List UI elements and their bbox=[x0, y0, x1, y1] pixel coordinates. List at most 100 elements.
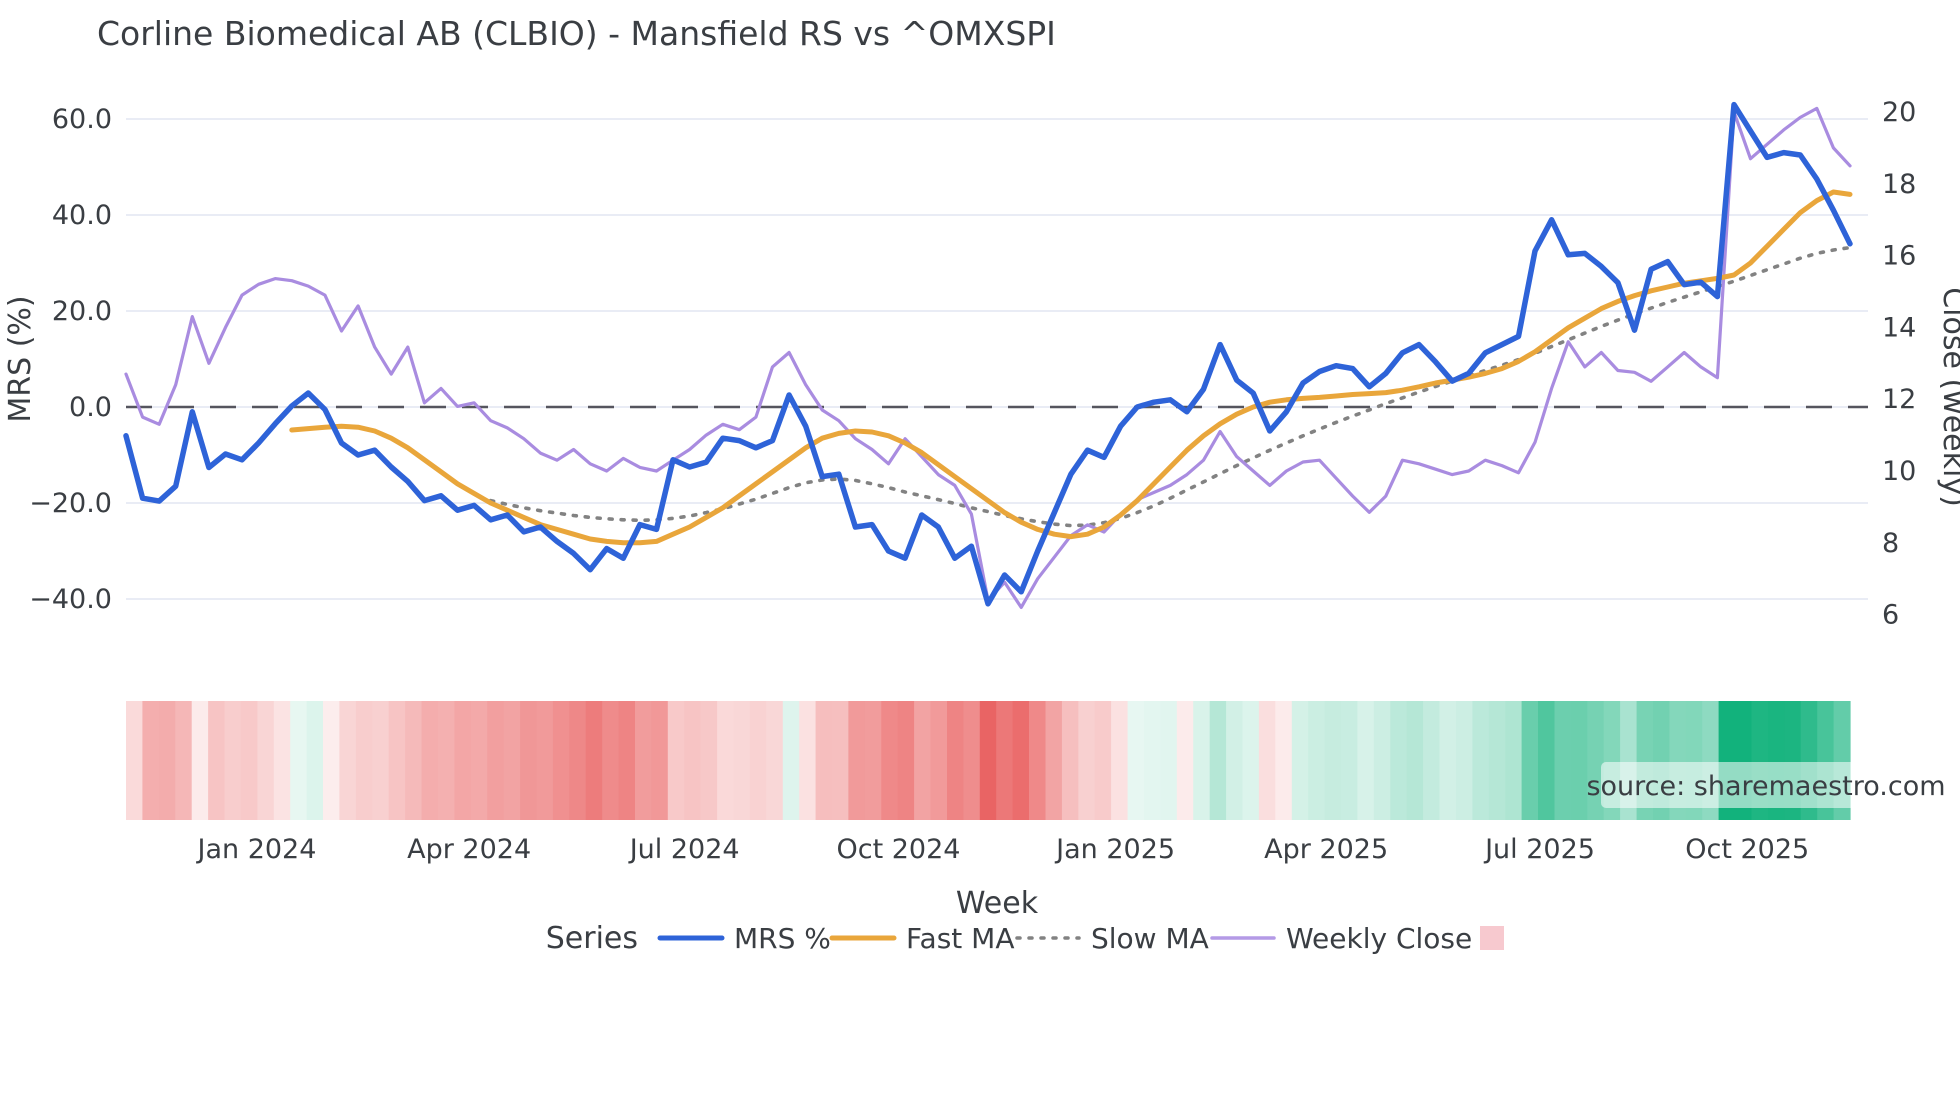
heatmap-cell bbox=[142, 701, 160, 820]
heatmap-cell bbox=[1488, 701, 1506, 820]
heatmap-cell bbox=[749, 701, 767, 820]
heatmap-cell bbox=[503, 701, 521, 820]
heatmap-cell bbox=[1094, 701, 1112, 820]
heatmap-cell bbox=[191, 701, 209, 820]
fast-ma-line bbox=[289, 189, 1853, 546]
heatmap-cell bbox=[1144, 701, 1161, 820]
x-tick-label: Jan 2025 bbox=[1054, 834, 1175, 865]
heatmap-cell bbox=[273, 701, 291, 820]
mrs-line bbox=[123, 101, 1853, 607]
heatmap-cell bbox=[1554, 701, 1572, 820]
heatmap-cell bbox=[1029, 701, 1046, 820]
heatmap-cell bbox=[930, 701, 948, 820]
weekly-close-line bbox=[124, 106, 1852, 610]
heatmap-cell bbox=[454, 701, 472, 820]
legend-label-mrs-: MRS % bbox=[734, 922, 831, 955]
right-tick-label: 14 bbox=[1882, 312, 1916, 343]
heatmap-cell bbox=[1505, 701, 1523, 820]
heatmap-cell bbox=[1193, 701, 1211, 820]
heatmap-cell bbox=[897, 701, 915, 820]
left-axis-ticks: 60.0 40.0 20.0 0.0 −20.0 −40.0 bbox=[29, 104, 112, 615]
heatmap-cell bbox=[224, 701, 242, 820]
heatmap-cell bbox=[1341, 701, 1358, 820]
x-axis-title: Week bbox=[956, 886, 1039, 921]
heatmap-cell bbox=[1538, 701, 1555, 820]
heatmap-cell bbox=[1078, 701, 1096, 820]
x-tick-label: Oct 2024 bbox=[836, 834, 960, 865]
heatmap-cell bbox=[208, 701, 226, 820]
heatmap-cell bbox=[700, 701, 718, 820]
heatmap-cell bbox=[1226, 701, 1244, 820]
right-tick-label: 6 bbox=[1882, 600, 1899, 631]
x-tick-label: Jul 2024 bbox=[628, 834, 740, 865]
heatmap-cell bbox=[1111, 701, 1129, 820]
heatmap-cell bbox=[405, 701, 423, 820]
heatmap-cell bbox=[1258, 701, 1276, 820]
x-tick-label: Oct 2025 bbox=[1685, 834, 1809, 865]
heatmap-cell bbox=[306, 701, 324, 820]
heatmap-cell bbox=[175, 701, 193, 820]
heatmap-cell bbox=[667, 701, 685, 820]
heatmap-cell bbox=[1160, 701, 1178, 820]
heatmap-cell bbox=[1324, 701, 1342, 820]
heatmap-cell bbox=[881, 701, 899, 820]
heatmap-cell bbox=[733, 701, 751, 820]
heatmap-cell bbox=[635, 701, 652, 820]
heatmap-cell bbox=[1176, 701, 1194, 820]
heatmap-cell bbox=[864, 701, 882, 820]
heatmap-cell bbox=[355, 701, 373, 820]
heatmap-cell bbox=[914, 701, 932, 820]
x-tick-label: Jul 2025 bbox=[1483, 834, 1595, 865]
legend-swatch-heat bbox=[1480, 926, 1504, 950]
x-tick-label: Apr 2024 bbox=[407, 834, 531, 865]
heatmap-cell bbox=[1275, 701, 1293, 820]
right-axis-title: Close (weekly) bbox=[1936, 287, 1960, 507]
legend: Series MRS % Fast MA Slow MA Weekly Close bbox=[546, 921, 1504, 956]
heatmap-cell bbox=[290, 701, 308, 820]
heatmap-cell bbox=[766, 701, 784, 820]
heatmap-cell bbox=[585, 701, 603, 820]
heatmap-cell bbox=[832, 701, 849, 820]
heatmap-cell bbox=[1308, 701, 1326, 820]
heatmap-cell bbox=[1472, 701, 1490, 820]
legend-heading: Series bbox=[546, 921, 638, 956]
right-tick-label: 12 bbox=[1882, 384, 1916, 415]
heatmap-cell bbox=[470, 701, 488, 820]
left-tick-label: 0.0 bbox=[69, 392, 112, 423]
heatmap-cell bbox=[782, 701, 800, 820]
source-label: source: sharemaestro.com bbox=[1586, 771, 1945, 802]
heatmap-cell bbox=[1242, 701, 1260, 820]
left-tick-label: 60.0 bbox=[52, 104, 112, 135]
heatmap-cell bbox=[569, 701, 587, 820]
heatmap-cell bbox=[1209, 701, 1227, 820]
heatmap-cell bbox=[815, 701, 833, 820]
heatmap-cell bbox=[339, 701, 357, 820]
source-watermark: source: sharemaestro.com bbox=[1586, 762, 1946, 808]
heatmap-cell bbox=[1570, 701, 1588, 820]
gridlines bbox=[126, 118, 1868, 600]
heatmap-cell bbox=[1390, 701, 1408, 820]
heatmap-cell bbox=[1045, 701, 1063, 820]
x-axis-ticks: Jan 2024 Apr 2024 Jul 2024 Oct 2024 Jan 2025… bbox=[195, 834, 1809, 865]
heatmap-cell bbox=[126, 701, 143, 820]
heatmap-cell bbox=[979, 701, 997, 820]
heatmap-cell bbox=[1439, 701, 1457, 820]
heatmap-cell bbox=[536, 701, 554, 820]
heatmap-cell bbox=[1061, 701, 1079, 820]
heatmap-cell bbox=[651, 701, 669, 820]
source-box bbox=[1601, 762, 1931, 808]
heatmap-cell bbox=[602, 701, 620, 820]
heatmap-cell bbox=[1012, 701, 1030, 820]
x-tick-label: Apr 2025 bbox=[1264, 834, 1388, 865]
heatmap-cell bbox=[963, 701, 981, 820]
right-tick-label: 20 bbox=[1882, 97, 1916, 128]
heatmap-cell bbox=[1291, 701, 1309, 820]
left-tick-label: 40.0 bbox=[52, 200, 112, 231]
left-tick-label: −40.0 bbox=[29, 584, 112, 615]
heatmap-cell bbox=[1406, 701, 1424, 820]
left-tick-label: −20.0 bbox=[29, 488, 112, 519]
right-tick-label: 18 bbox=[1882, 169, 1916, 200]
heatmap-cell bbox=[388, 701, 406, 820]
